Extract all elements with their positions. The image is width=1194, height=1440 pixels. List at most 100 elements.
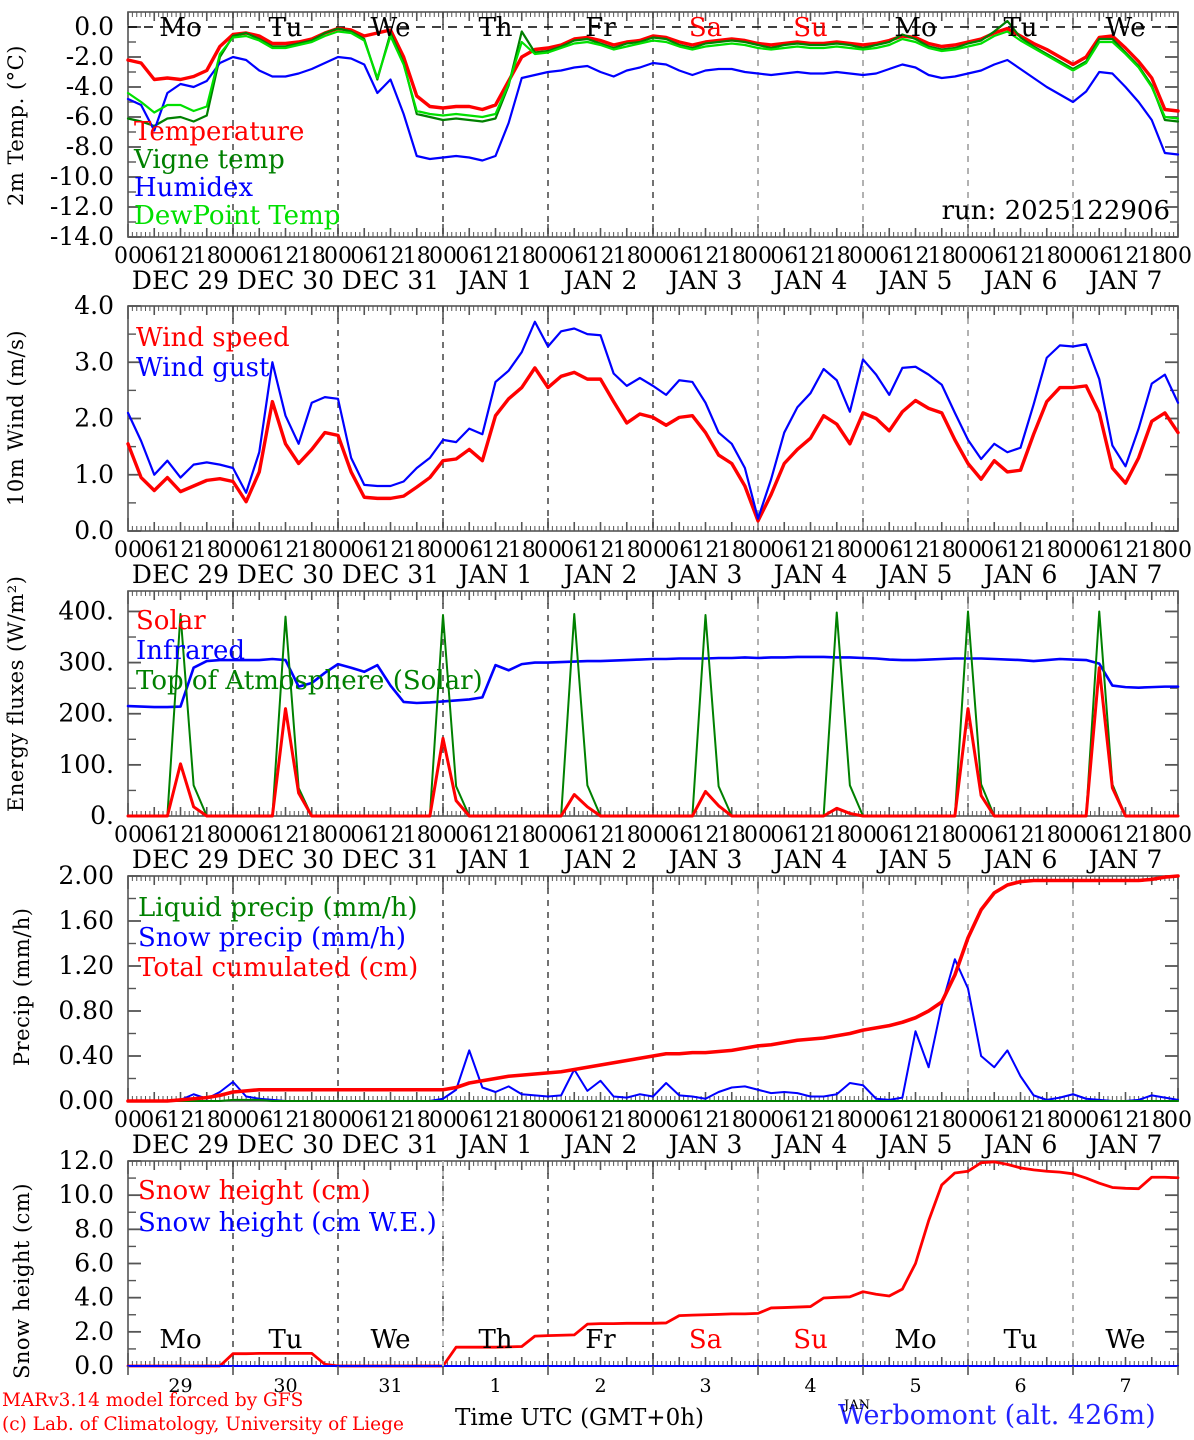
y-tick-label: 100. [58,750,114,779]
day-label: JAN 4 [771,266,848,295]
hour-tick-label: 18 [193,244,221,269]
weekday-label: Tu [268,1325,302,1355]
hour-tick-label: 18 [1138,538,1166,563]
legend-item: Snow precip (mm/h) [138,923,406,953]
snow-y-axis-label: Snow height (cm) [10,1182,34,1379]
hour-tick-label: 12 [692,1108,720,1133]
day-label: JAN 5 [876,560,953,589]
hour-tick-label: 06 [980,244,1008,269]
day-number-label: 2 [594,1375,606,1397]
day-number-label: 7 [1119,1375,1131,1397]
legend-item: Temperature [134,117,304,147]
hour-tick-label: 12 [272,1108,300,1133]
weekday-label: Tu [268,13,302,43]
hour-tick-label: 18 [403,1108,431,1133]
day-number-label: 1 [489,1375,501,1397]
hour-tick-label: 00 [849,538,877,563]
y-tick-label: 6.0 [74,1249,114,1278]
hour-tick-label: 00 [429,1108,457,1133]
hour-tick-label: 12 [167,823,195,848]
hour-tick-label: 00 [744,823,772,848]
series-snow-height-cm- [126,1160,1180,1368]
hour-tick-label: 00 [954,1108,982,1133]
hour-tick-label: 18 [928,538,956,563]
hour-tick-label: 18 [298,1108,326,1133]
series-wind-speed [126,366,1180,523]
hour-tick-label: 00 [324,538,352,563]
hour-tick-label: 12 [1007,244,1035,269]
hour-tick-label: 18 [298,538,326,563]
hour-tick-label: 12 [1112,244,1140,269]
y-tick-label: 200. [58,699,114,728]
day-label: JAN 5 [876,1130,953,1159]
hour-tick-label: 06 [1085,538,1113,563]
hour-tick-label: 06 [770,823,798,848]
y-tick-label: 1.60 [58,906,114,935]
y-tick-label: 0.40 [58,1041,114,1070]
hour-tick-label: 12 [482,1108,510,1133]
y-tick-label: 0.0 [74,1351,114,1380]
hour-tick-label: 12 [587,538,615,563]
hour-tick-label: 18 [508,244,536,269]
hour-tick-label: 18 [508,1108,536,1133]
model-credit-line2: (c) Lab. of Climatology, University of L… [2,1414,404,1435]
hour-tick-label: 18 [403,823,431,848]
hour-tick-label: 06 [770,538,798,563]
hour-tick-label: 06 [455,823,483,848]
hour-tick-label: 00 [1059,1108,1087,1133]
y-tick-label: 2.0 [74,1317,114,1346]
precip-plot: 2.00 1.60 1.20 0.80 0.40 0.00 Liquid precip (m… [58,861,1192,1159]
y-tick-label: 2.00 [58,861,114,890]
hour-tick-label: 18 [718,244,746,269]
day-label: JAN 4 [771,560,848,589]
hour-tick-label: 06 [875,823,903,848]
y-tick-label: 2.0 [74,404,114,433]
legend-item: Wind gust [136,353,270,383]
hour-tick-label: 12 [377,538,405,563]
day-label: JAN 1 [456,266,533,295]
legend-item: Top of Atmosphere (Solar) [136,666,483,696]
hour-tick-label: 18 [718,1108,746,1133]
hour-tick-label: 06 [140,1108,168,1133]
hour-tick-label: 12 [167,538,195,563]
y-tick-label: -4.0 [66,72,114,101]
weekday-label: We [371,13,411,43]
hour-tick-label: 00 [429,244,457,269]
hour-tick-label: 00 [219,1108,247,1133]
y-tick-label: 0.0 [74,516,114,545]
snow-height-panel: Snow height (cm) 12.0 10.0 8.0 6.0 4.0 2.0 0.0… [0,1146,1194,1440]
hour-tick-label: 06 [1085,823,1113,848]
weekday-label: Tu [1003,13,1037,43]
hour-tick-label: 18 [718,538,746,563]
hour-tick-label: 06 [665,538,693,563]
hour-tick-label: 18 [1033,244,1061,269]
y-tick-label: 1.0 [74,460,114,489]
hour-tick-label: 06 [770,1108,798,1133]
hour-tick-label: 18 [1033,1108,1061,1133]
day-label: JAN 6 [981,560,1058,589]
hour-tick-label: 00 [849,244,877,269]
y-tick-label: 12.0 [58,1146,114,1175]
hour-tick-label: 00 [954,823,982,848]
day-label: DEC 31 [342,560,439,589]
hour-tick-label: 12 [692,538,720,563]
hour-tick-label: 00 [534,538,562,563]
hour-tick-label: 00 [219,823,247,848]
y-tick-label: -12.0 [50,192,114,221]
series-infrared [126,655,1180,709]
day-label: DEC 29 [132,1130,229,1159]
day-number-label: 30 [273,1375,297,1397]
legend-item: Liquid precip (mm/h) [138,893,418,923]
hour-tick-label: 18 [403,244,431,269]
hour-tick-label: 00 [849,823,877,848]
hour-tick-label: 12 [902,823,930,848]
hour-tick-label: 00 [639,823,667,848]
hour-tick-label: 12 [692,823,720,848]
hour-tick-label: 18 [718,823,746,848]
location-label: Werbomont (alt. 426m) [838,1400,1156,1431]
weekday-label: Sa [689,1325,722,1355]
y-tick-label: 0.0 [74,12,114,41]
day-label: DEC 29 [132,845,229,874]
weekday-label: We [1106,13,1146,43]
